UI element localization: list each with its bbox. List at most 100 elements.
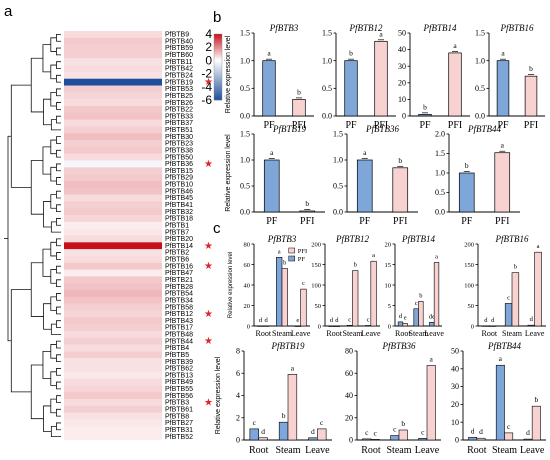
- heatmap-cell: [64, 255, 162, 263]
- category-label: PFI: [448, 120, 462, 131]
- dendrogram-branch: [56, 88, 61, 97]
- heatmap-cell: [64, 228, 162, 236]
- bar-pf: [527, 324, 535, 327]
- dendrogram-branch: [7, 135, 12, 342]
- gene-label: PfBTB28: [165, 284, 193, 291]
- significance-letter: a: [267, 49, 271, 58]
- gene-label: PfBTB59: [165, 45, 193, 52]
- dendrogram-branch: [56, 74, 61, 83]
- y-tick-label: 30: [451, 382, 459, 391]
- colorbar-segment: [214, 96, 222, 99]
- heatmap-cell: [64, 92, 162, 100]
- gene-label: PfBTB34: [165, 297, 193, 304]
- bar-pfi: [534, 251, 542, 327]
- colorbar-tick-label: 4: [205, 27, 212, 41]
- gene-label: PfBTB47: [165, 270, 193, 277]
- gene-label: PfBTB42: [165, 66, 193, 73]
- heatmap-cell: [64, 187, 162, 195]
- bar-pfi: [433, 262, 440, 327]
- gene-label: PfBTB17: [165, 325, 193, 332]
- gene-label: PfBTB45: [165, 195, 193, 202]
- significance-letter: c: [374, 428, 378, 437]
- colorbar-segment: [214, 90, 222, 93]
- y-tick-label: 0: [471, 324, 474, 331]
- heatmap-cell: [64, 358, 162, 366]
- colorbar-segment: [214, 47, 222, 50]
- colorbar-segment: [214, 93, 222, 96]
- heatmap-cell: [64, 433, 162, 441]
- y-tick-label: 50: [398, 29, 406, 38]
- bar-pf: [365, 325, 372, 327]
- y-tick-label: 1.0: [435, 169, 445, 178]
- bar-pf: [429, 322, 435, 327]
- star-icon: ★: [204, 336, 213, 347]
- bar-pf: [390, 435, 400, 441]
- y-tick-label: 0: [402, 112, 406, 121]
- gene-label: PfBTB25: [165, 93, 193, 100]
- colorbar-tick-label: -4: [201, 80, 212, 94]
- colorbar-segment: [214, 95, 222, 97]
- category-label: PF: [266, 216, 278, 227]
- category-label: PFI: [292, 120, 306, 131]
- legend-label: PFI: [298, 248, 307, 255]
- colorbar-segment: [214, 42, 222, 45]
- category-label: Root: [361, 445, 381, 456]
- gene-label: PfBTB21: [165, 277, 193, 284]
- significance-letter: d: [399, 313, 403, 320]
- gene-label: PfBTB18: [165, 216, 193, 223]
- dendrogram-branch: [56, 115, 61, 124]
- dendrogram-branch: [56, 149, 61, 158]
- heatmap-cell: [64, 330, 162, 338]
- significance-letter: b: [349, 49, 353, 58]
- bar: [494, 152, 511, 213]
- significance-letter: b: [354, 262, 357, 269]
- heatmap-cell: [64, 208, 162, 216]
- bar-pf: [294, 325, 301, 327]
- colorbar-segment: [214, 55, 222, 58]
- category-label: Steam: [272, 329, 293, 338]
- heatmap-cell: [64, 392, 162, 400]
- bar: [292, 99, 306, 117]
- dendrogram-branch: [56, 218, 61, 226]
- panel-label-c: c: [213, 220, 221, 237]
- bar: [418, 113, 432, 117]
- heatmap-cell: [64, 399, 162, 407]
- category-label: PFI: [524, 120, 538, 131]
- bar-pf: [397, 321, 404, 327]
- heatmap-cell: [64, 146, 162, 154]
- y-tick-label: 20: [345, 413, 353, 422]
- heatmap-cell: [64, 378, 162, 386]
- dendrogram-branch: [56, 306, 61, 315]
- gene-label: PfBTB27: [165, 420, 193, 427]
- significance-letter: a: [379, 29, 383, 38]
- dendrogram-branch: [42, 350, 51, 380]
- significance-letter: b: [282, 411, 286, 420]
- colorbar-segment: [214, 38, 222, 41]
- bar-pf: [278, 421, 289, 441]
- heatmap-cell: [64, 99, 162, 107]
- y-tick-label: 1.5: [333, 130, 343, 139]
- heatmap-cell: [64, 221, 162, 229]
- colorbar-segment: [214, 85, 222, 88]
- heatmap-panel: PfBTB9PfBTB40PfBTB59PfBTB60PfBTB11PfBTB4…: [4, 27, 223, 441]
- significance-letter: b: [529, 64, 533, 73]
- category-label: Steam: [343, 329, 364, 338]
- heatmap-cell: [64, 269, 162, 277]
- dendrogram-branch: [56, 238, 61, 247]
- heatmap-cell: [64, 31, 162, 39]
- chart-title: PfBTB36: [382, 341, 416, 351]
- significance-letter: a: [363, 148, 367, 157]
- y-tick-label: 150: [464, 262, 474, 269]
- category-label: Leave: [424, 329, 444, 338]
- colorbar-segment: [214, 48, 222, 51]
- star-icon: ★: [204, 398, 213, 409]
- heatmap-cell: [64, 283, 162, 291]
- heatmap-cell: [64, 351, 162, 359]
- heatmap-cell: [64, 385, 162, 393]
- chart-b-PfBTB16: 0.0 0.5 1.0 1.5 PfBTB16 a PF b PFI: [475, 23, 545, 131]
- category-label: Steam: [502, 329, 523, 338]
- category-label: Steam: [276, 445, 301, 456]
- panel-label-a: a: [4, 3, 13, 20]
